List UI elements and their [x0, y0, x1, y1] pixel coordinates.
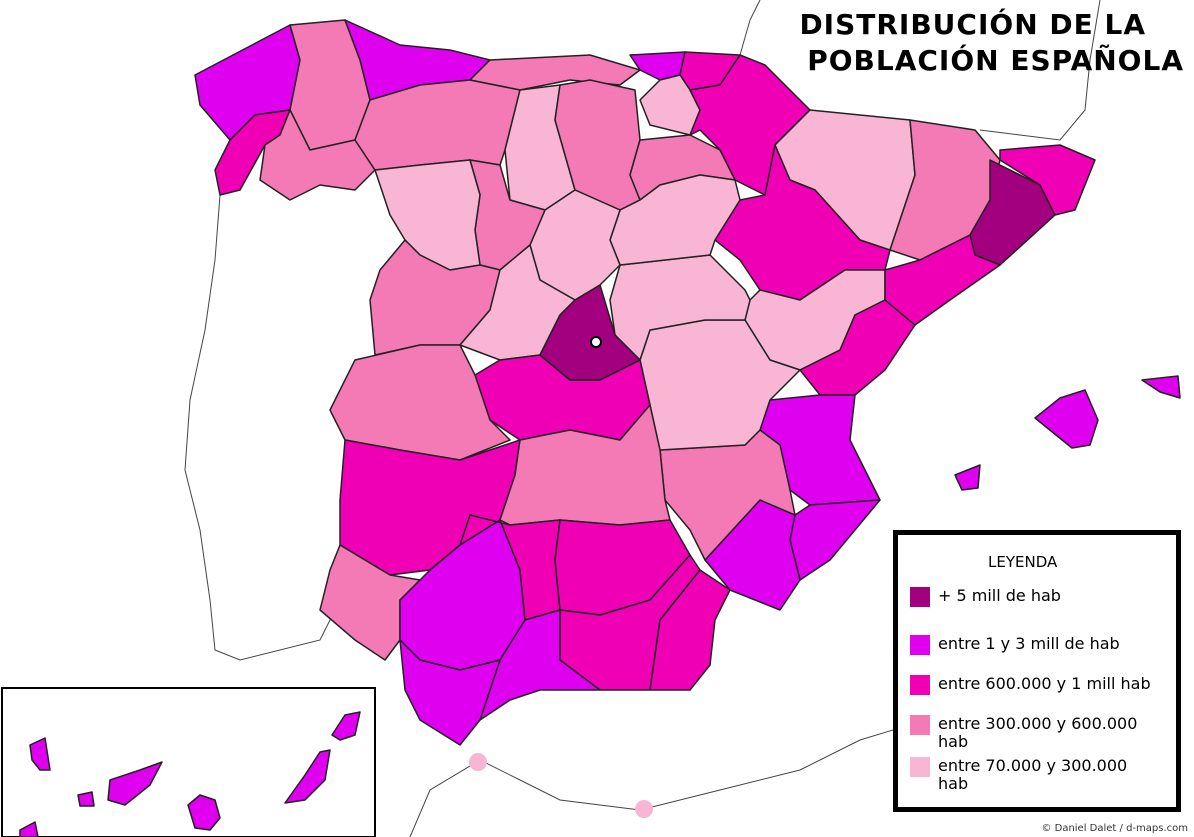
legend-title: LEYENDA — [988, 553, 1058, 571]
ceuta — [469, 753, 487, 771]
title: POBLACIÓN ESPAÑOLA — [807, 44, 1184, 77]
island — [29, 737, 51, 771]
legend-label: entre 600.000 y 1 mill hab — [938, 674, 1151, 693]
legend-swatch — [910, 635, 930, 655]
island — [1141, 375, 1181, 399]
province — [329, 344, 511, 461]
legend-swatch — [910, 715, 930, 735]
island — [187, 794, 221, 831]
legend-label: entre 300.000 y 600.000 hab — [938, 714, 1138, 751]
island — [1034, 389, 1099, 449]
title: DISTRIBUCIÓN DE LA — [799, 8, 1146, 41]
province — [789, 499, 881, 581]
province — [609, 254, 751, 361]
island — [331, 711, 361, 741]
province — [319, 544, 421, 661]
legend-label: entre 70.000 y 300.000 hab — [938, 756, 1128, 793]
legend-swatch — [910, 587, 930, 607]
legend-label: entre 1 y 3 mill de hab — [938, 634, 1120, 653]
province — [399, 639, 501, 746]
province — [884, 234, 1001, 326]
province — [374, 159, 481, 271]
france-coast — [739, 0, 1101, 141]
portugal-border — [184, 194, 341, 661]
province — [539, 284, 641, 381]
legend-label: + 5 mill de hab — [938, 586, 1061, 605]
province — [474, 354, 651, 441]
capital-marker — [590, 336, 602, 348]
province — [649, 569, 731, 691]
island — [284, 749, 331, 804]
island — [77, 791, 95, 807]
legend-swatch — [910, 757, 930, 777]
africa-coast — [409, 729, 894, 837]
province — [999, 144, 1096, 216]
legend: LEYENDA + 5 mill de hab entre 1 y 3 mill … — [893, 530, 1181, 812]
credit: © Daniel Dalet / d-maps.com — [1041, 823, 1188, 834]
island — [107, 761, 163, 806]
melilla — [635, 800, 653, 818]
legend-swatch — [910, 675, 930, 695]
island — [19, 821, 39, 837]
island — [954, 464, 981, 491]
province — [479, 609, 601, 721]
canarias-inset — [1, 687, 376, 837]
